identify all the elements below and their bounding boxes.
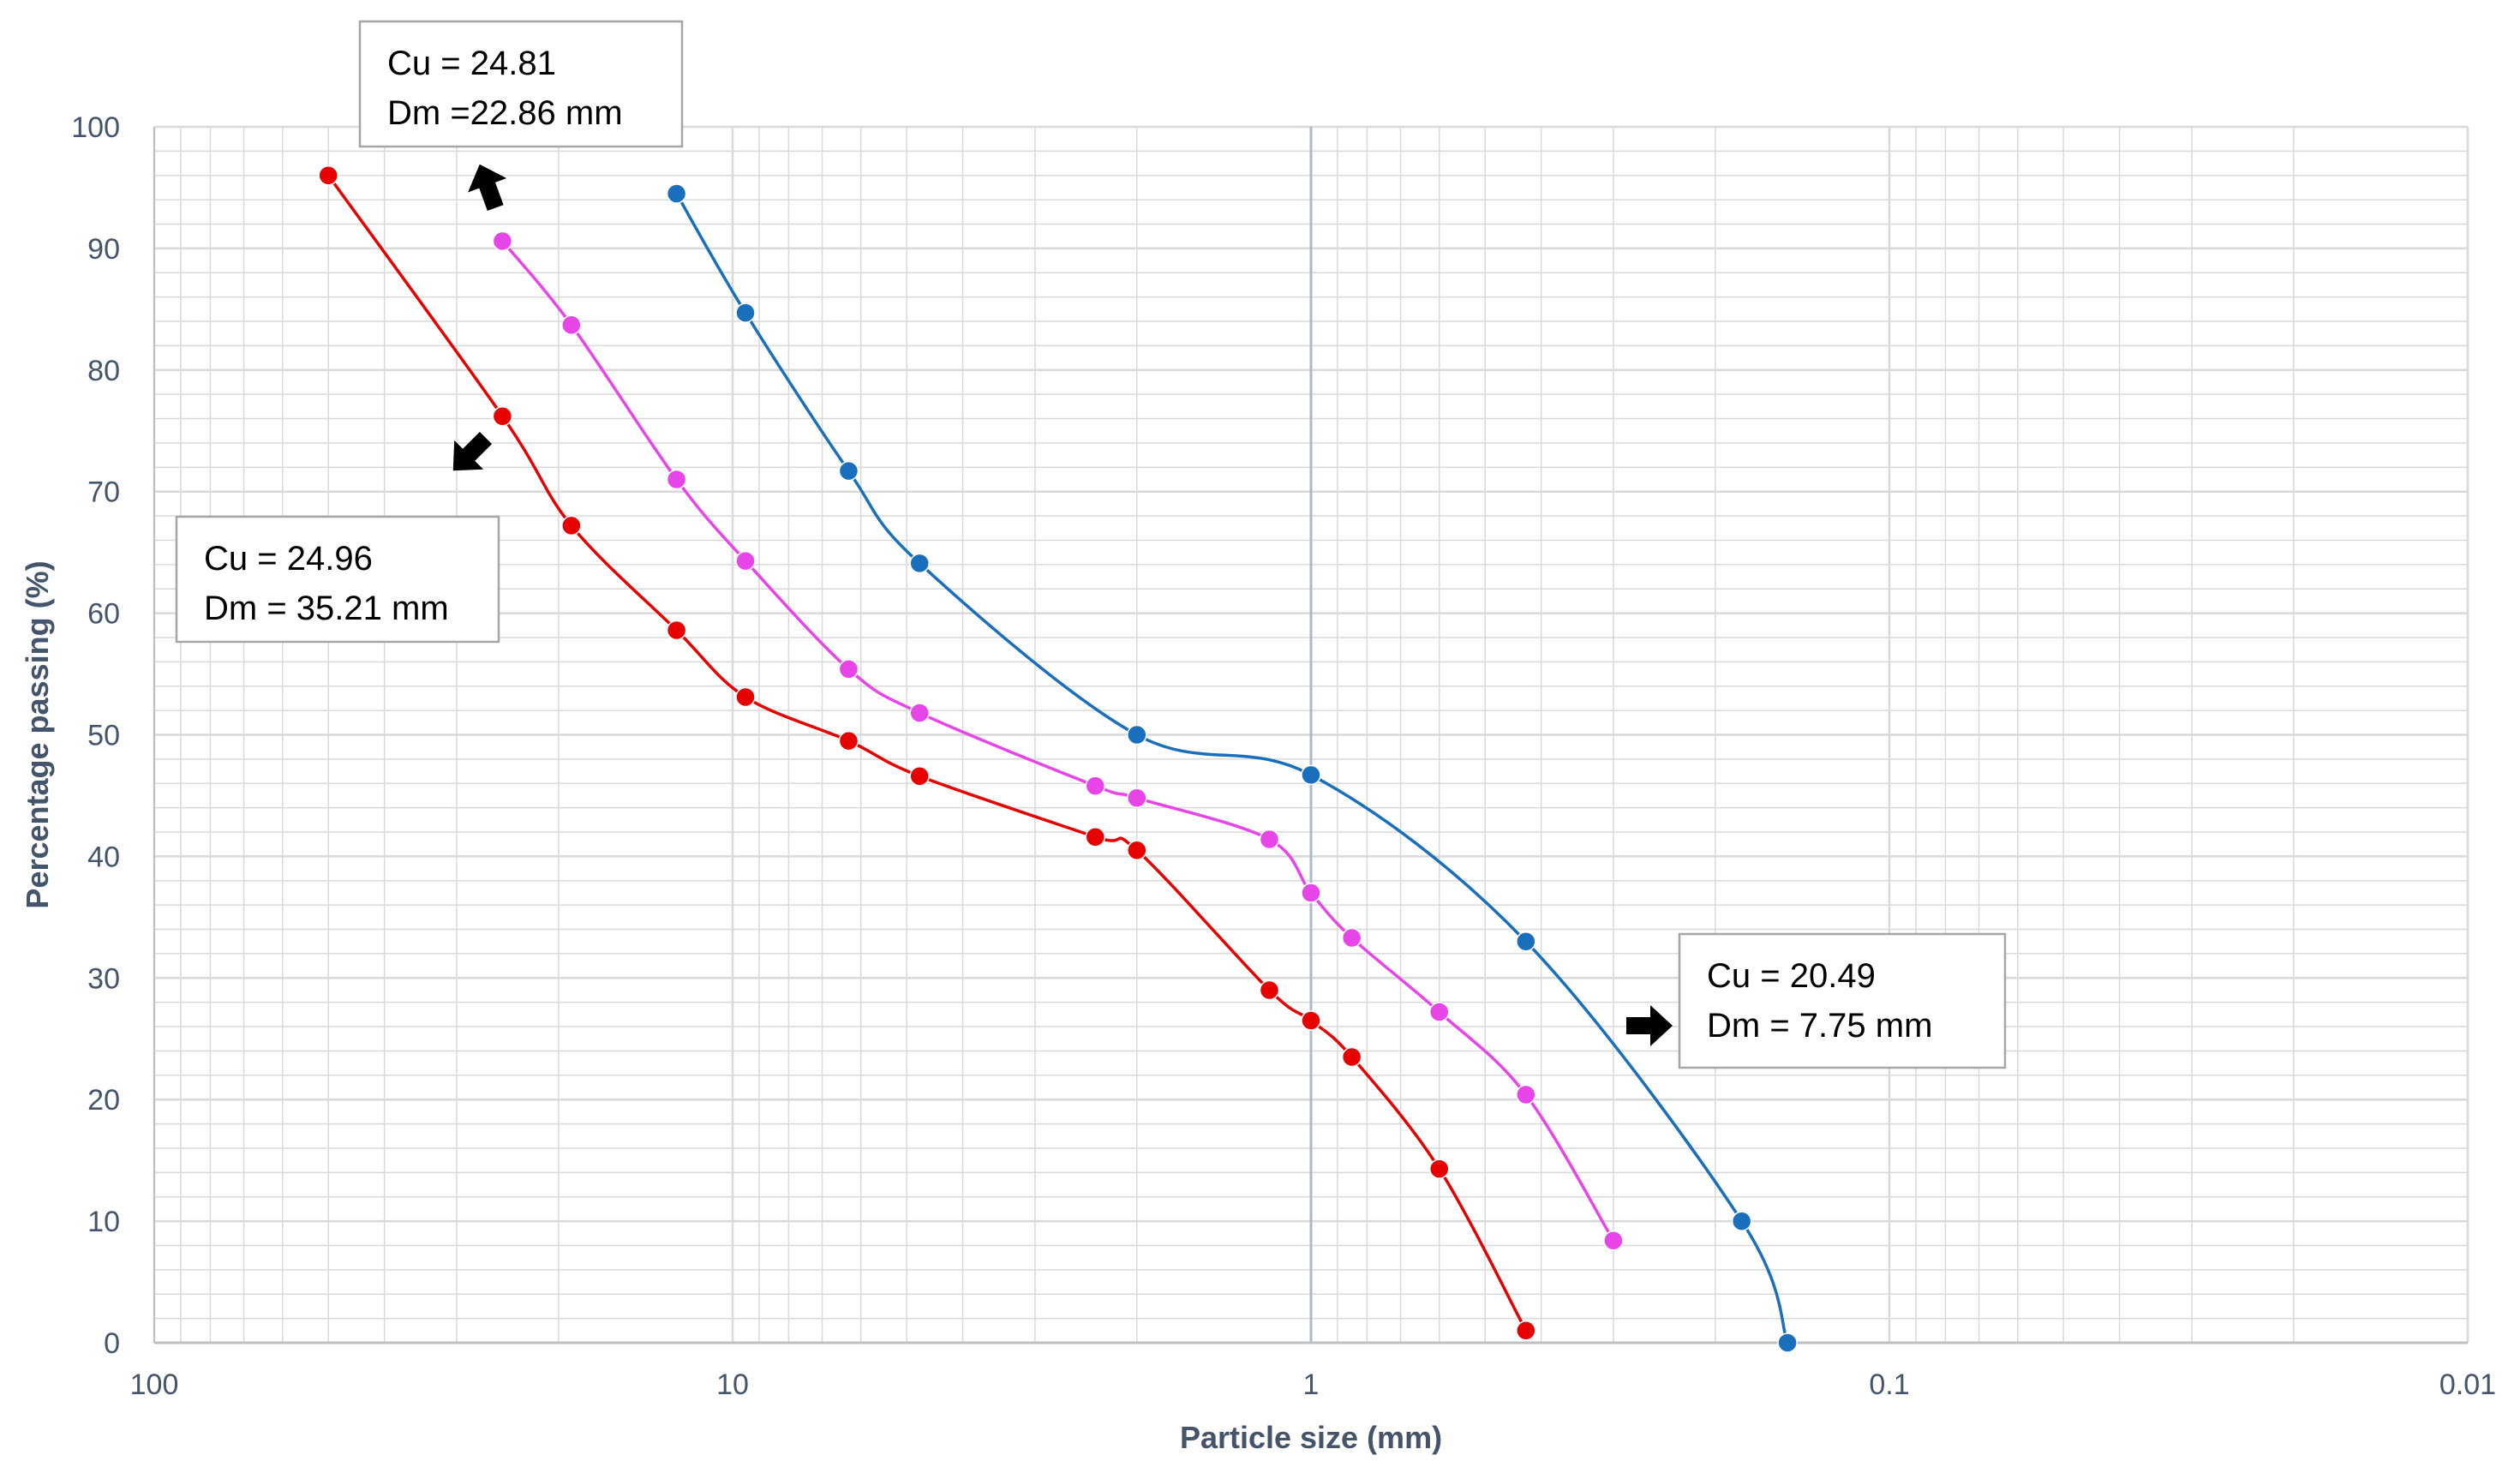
annotation-text: Cu = 24.81 — [387, 45, 556, 82]
data-point — [1301, 1010, 1321, 1031]
y-tick-label: 100 — [71, 111, 120, 144]
annotation-frame — [358, 20, 684, 148]
data-point — [318, 165, 338, 186]
y-tick-label: 30 — [87, 962, 120, 995]
data-point — [735, 686, 756, 708]
series-line — [675, 193, 1789, 1344]
data-point — [1301, 883, 1321, 903]
annotation-box-1: Cu = 24.96 Dm = 35.21 mm — [175, 515, 500, 644]
annotation-frame — [175, 515, 500, 644]
data-point — [1603, 1231, 1624, 1251]
data-point — [492, 405, 513, 427]
data-point — [838, 730, 859, 751]
annotation-text: Cu = 20.49 — [1707, 957, 1876, 995]
arrow-shape — [1626, 1005, 1673, 1046]
x-tick-label: 1 — [1303, 1368, 1320, 1401]
y-tick-label: 20 — [87, 1084, 120, 1117]
y-tick-label: 80 — [87, 355, 120, 387]
data-point — [735, 550, 756, 572]
data-point — [1731, 1211, 1752, 1231]
data-point — [492, 231, 513, 252]
annotation-text: Cu = 24.96 — [204, 540, 373, 578]
grid-layer — [153, 125, 2469, 1344]
annotation-box-2: Cu = 20.49 Dm = 7.75 mm — [1678, 932, 2007, 1069]
y-axis-title: Percentage passing (%) — [20, 560, 55, 908]
series-2 — [666, 183, 1798, 1353]
data-point — [909, 553, 930, 574]
data-point — [1428, 1159, 1450, 1179]
data-point — [909, 703, 930, 723]
series-line — [501, 240, 1615, 1242]
x-tick-label: 10 — [716, 1368, 749, 1401]
data-point — [561, 515, 582, 536]
annotation-layer: Cu = 24.81 Dm =22.86 mm Cu = 24.96 Dm = 35.… — [175, 20, 2007, 1069]
data-point — [1516, 931, 1536, 952]
data-point — [1777, 1332, 1798, 1353]
y-tick-label: 70 — [87, 476, 120, 509]
data-point — [1127, 724, 1147, 745]
series-line — [326, 174, 1528, 1332]
annotation-text: Dm = 35.21 mm — [204, 590, 449, 627]
x-tick-label: 0.01 — [2439, 1368, 2496, 1401]
arrow-shape — [452, 431, 493, 471]
y-tick-label: 50 — [87, 720, 120, 752]
data-point — [838, 659, 859, 680]
data-point — [1301, 764, 1321, 786]
y-tick-label: 0 — [104, 1327, 120, 1360]
y-tick-label: 60 — [87, 598, 120, 631]
data-point — [1428, 1002, 1450, 1022]
data-point — [1341, 1046, 1362, 1068]
data-point — [1341, 927, 1362, 949]
data-point — [1516, 1320, 1536, 1341]
data-point — [735, 302, 756, 323]
annotation-text: Dm = 7.75 mm — [1707, 1007, 1932, 1045]
data-point — [666, 620, 687, 641]
y-tick-label: 90 — [87, 233, 120, 266]
arrow-right-icon — [1626, 1005, 1673, 1046]
data-point — [1085, 775, 1106, 796]
data-point — [838, 460, 859, 482]
data-point — [1516, 1084, 1536, 1105]
y-tick-label: 10 — [87, 1206, 120, 1238]
series-0 — [318, 165, 1536, 1341]
series-layer — [318, 165, 1798, 1353]
y-tick-label: 40 — [87, 841, 120, 873]
x-tick-label: 0.1 — [1869, 1368, 1909, 1401]
data-point — [1127, 787, 1147, 809]
annotation-box-0: Cu = 24.81 Dm =22.86 mm — [358, 20, 684, 148]
annotation-text: Dm =22.86 mm — [387, 94, 623, 132]
series-1 — [492, 231, 1624, 1251]
annotation-frame — [1678, 932, 2007, 1069]
data-point — [666, 183, 687, 204]
arrow-down-left-icon — [452, 431, 493, 471]
data-point — [1259, 829, 1280, 850]
data-point — [561, 314, 582, 336]
data-point — [666, 469, 687, 490]
axis-layer: 0 10 20 30 40 50 60 70 80 90 100 100 10 1 0.1 0.01 — [71, 111, 2496, 1401]
data-point — [1085, 826, 1106, 847]
data-point — [909, 765, 930, 787]
data-point — [1127, 840, 1147, 861]
arrow-up-icon — [468, 164, 507, 211]
arrow-shape — [468, 164, 507, 211]
x-axis-title: Particle size (mm) — [1180, 1420, 1442, 1455]
data-point — [1259, 979, 1280, 1001]
x-tick-label: 100 — [130, 1368, 179, 1401]
